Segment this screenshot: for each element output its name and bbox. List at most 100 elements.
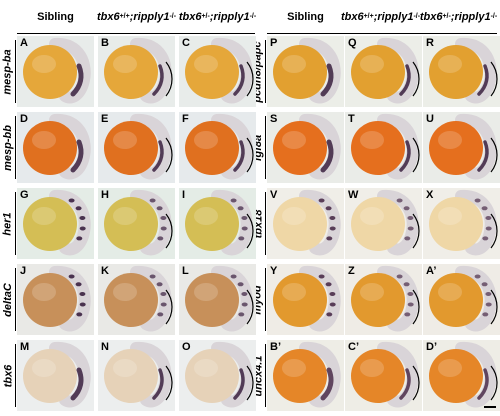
embryo-image — [104, 189, 173, 256]
embryo-panel: R — [423, 36, 500, 107]
embryo-panel: C’ — [345, 340, 422, 411]
embryo-image — [104, 341, 173, 408]
header-left-tbx6-wt-ripply1-mut: tbx6 +/+; ripply1 -/- — [96, 11, 177, 23]
row-label-divider — [15, 116, 16, 179]
row-label-divider — [15, 40, 16, 103]
embryo-panel: H — [98, 188, 175, 259]
embryo-panel: D’ — [423, 340, 500, 411]
embryo-image — [104, 113, 173, 180]
embryo-image — [185, 37, 254, 104]
embryo-panel: I — [179, 188, 256, 259]
gene-name: tbx6 — [2, 364, 14, 387]
embryo-panel: K — [98, 264, 175, 335]
embryo-image — [185, 341, 254, 408]
embryo-image — [429, 113, 498, 180]
row-label-divider — [15, 268, 16, 331]
embryo-image — [351, 341, 420, 408]
embryo-panel: D — [17, 112, 94, 183]
embryo-image — [273, 37, 341, 104]
row-label-divider — [15, 192, 16, 255]
embryo-panel: W — [345, 188, 422, 259]
header-right-sibling: Sibling — [287, 11, 324, 23]
embryo-panel: J — [17, 264, 94, 335]
embryo-image — [351, 189, 420, 256]
panel-letter: A’ — [426, 265, 437, 277]
embryo-panel: N — [98, 340, 175, 411]
panel-letter: F — [182, 113, 189, 125]
panel-letter: C — [182, 37, 190, 49]
gene-name: deltaC — [2, 282, 14, 317]
panel-letter: L — [182, 265, 189, 277]
embryo-panel: P — [267, 36, 344, 107]
panel-letter: J — [20, 265, 27, 277]
embryo-image — [23, 113, 91, 180]
embryo-panel: X — [423, 188, 500, 259]
embryo-image — [273, 113, 341, 180]
embryo-image — [351, 265, 420, 332]
panel-letter: Y — [270, 265, 278, 277]
embryo-panel: S — [267, 112, 344, 183]
embryo-image — [351, 113, 420, 180]
panel-letter: W — [348, 189, 359, 201]
gene-name: her1 — [2, 211, 14, 236]
panel-letter: X — [426, 189, 434, 201]
panel-letter: E — [101, 113, 109, 125]
panel-letter: P — [270, 37, 278, 49]
row-label-divider — [265, 116, 266, 179]
embryo-image — [23, 265, 91, 332]
embryo-panel: L — [179, 264, 256, 335]
panel-letter: D’ — [426, 341, 437, 353]
header-right-tbx6-het-ripply1-mut: tbx6 +/-; ripply1 -/- — [419, 11, 498, 23]
gene-name: mesp-bb — [2, 124, 14, 171]
embryo-panel: G — [17, 188, 94, 259]
panel-letter: K — [101, 265, 109, 277]
embryo-panel: Z — [345, 264, 422, 335]
panel-letter: H — [101, 189, 109, 201]
embryo-image — [429, 341, 498, 408]
embryo-image — [185, 265, 254, 332]
embryo-panel: M — [17, 340, 94, 411]
embryo-image — [23, 189, 91, 256]
embryo-panel: A’ — [423, 264, 500, 335]
embryo-panel: B — [98, 36, 175, 107]
embryo-image — [429, 265, 498, 332]
embryo-panel: C — [179, 36, 256, 107]
row-label-left-3: her1 — [1, 188, 15, 259]
header-left-sibling: Sibling — [37, 11, 74, 23]
embryo-image — [429, 37, 498, 104]
panel-letter: Z — [348, 265, 355, 277]
header-left-tbx6-het-ripply1-mut: tbx6 +/-; ripply1 -/- — [178, 11, 257, 23]
header-right-tbx6-wt-ripply1-mut: tbx6 +/+; ripply1 -/- — [340, 11, 421, 23]
row-label-divider — [265, 40, 266, 103]
panel-letter: A — [20, 37, 28, 49]
embryo-panel: A — [17, 36, 94, 107]
embryo-panel: Y — [267, 264, 344, 335]
embryo-image — [23, 341, 91, 408]
embryo-image — [273, 341, 341, 408]
embryo-image — [273, 189, 341, 256]
panel-letter: C’ — [348, 341, 359, 353]
row-label-divider — [265, 192, 266, 255]
row-label-divider — [15, 344, 16, 407]
panel-letter: Q — [348, 37, 357, 49]
panel-letter: B’ — [270, 341, 281, 353]
row-label-left-4: deltaC — [1, 264, 15, 335]
embryo-image — [429, 189, 498, 256]
panel-letter: M — [20, 341, 30, 353]
panel-letter: R — [426, 37, 434, 49]
row-label-divider — [265, 344, 266, 407]
panel-letter: O — [182, 341, 191, 353]
panel-letter: I — [182, 189, 186, 201]
panel-letter: D — [20, 113, 28, 125]
panel-letter: T — [348, 113, 355, 125]
scale-bar — [484, 406, 496, 408]
embryo-image — [104, 37, 173, 104]
embryo-panel: O — [179, 340, 256, 411]
embryo-panel: T — [345, 112, 422, 183]
embryo-panel: F — [179, 112, 256, 183]
embryo-image — [23, 37, 91, 104]
row-label-divider — [265, 268, 266, 331]
header-underline-left — [17, 33, 255, 34]
row-label-left-5: tbx6 — [1, 340, 15, 411]
header-underline-right — [267, 33, 497, 34]
